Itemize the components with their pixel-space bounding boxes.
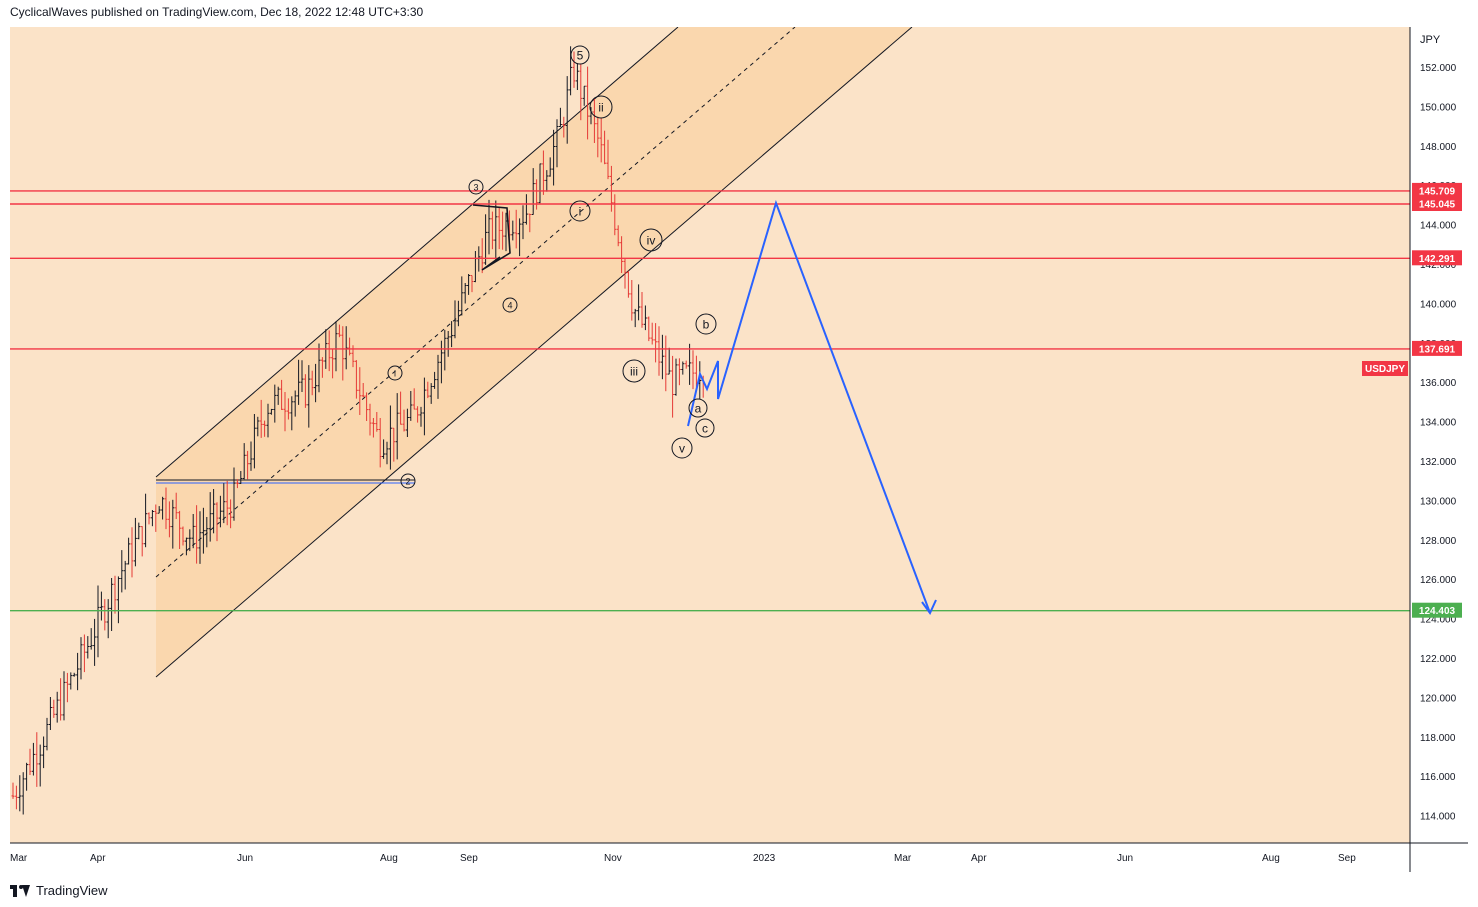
y-tick-label: 136.000 <box>1420 378 1457 389</box>
y-tick-label: 124.000 <box>1420 615 1457 626</box>
wave-label-iii: iii <box>622 359 646 383</box>
svg-text:i: i <box>579 205 582 219</box>
channel-lower-line <box>155 26 913 678</box>
price-badges: 145.709 145.045 142.291 137.691 124.403 USDJP… <box>1362 182 1462 618</box>
svg-text:b: b <box>703 318 710 332</box>
wave-label-5: 5 <box>570 45 590 65</box>
price-badge-124.403: 124.403 <box>1412 602 1462 618</box>
y-tick-label: 116.000 <box>1420 772 1456 783</box>
y-tick-label: 128.000 <box>1420 536 1457 547</box>
candle-layer <box>11 46 705 815</box>
x-tick-label: Mar <box>10 853 28 864</box>
svg-text:137.691: 137.691 <box>1419 344 1456 355</box>
wave-label-2: 2 <box>400 473 416 489</box>
x-tick-label: Jun <box>1117 853 1133 864</box>
x-tick-label: Mar <box>894 853 912 864</box>
x-tick-label: Sep <box>1338 853 1356 864</box>
svg-text:2: 2 <box>405 477 410 487</box>
publish-header: CyclicalWaves published on TradingView.c… <box>10 5 424 19</box>
currency-label: JPY <box>1420 34 1441 46</box>
y-tick-label: 142.000 <box>1420 260 1457 271</box>
price-badge-145.045: 145.045 <box>1412 196 1462 211</box>
y-tick-label: 148.000 <box>1420 142 1457 153</box>
svg-text:iii: iii <box>630 365 638 379</box>
svg-text:145.045: 145.045 <box>1419 200 1456 211</box>
svg-text:USDJPY: USDJPY <box>1365 364 1405 375</box>
svg-text:iv: iv <box>647 234 656 248</box>
svg-text:v: v <box>679 442 685 456</box>
svg-text:4: 4 <box>507 301 512 311</box>
y-tick-label: 120.000 <box>1420 693 1457 704</box>
y-tick-label: 122.000 <box>1420 654 1457 665</box>
y-tick-label: 134.000 <box>1420 418 1457 429</box>
wave-label-i: i <box>387 365 403 381</box>
time-axis[interactable]: Mar Apr Jun Aug Sep Nov 2023 Mar Apr Jun Aug Sep <box>10 853 1356 864</box>
svg-text:145.709: 145.709 <box>1419 186 1456 197</box>
wave-label-v: v <box>671 437 693 459</box>
wave-label-iv: iv <box>639 228 663 252</box>
svg-text:5: 5 <box>577 49 584 63</box>
wave-label-ii: ii <box>589 95 613 119</box>
brand-label: TradingView <box>36 882 108 898</box>
y-tick-label: 126.000 <box>1420 575 1457 586</box>
x-tick-label: Jun <box>237 853 253 864</box>
wave-label-a: a <box>688 398 708 418</box>
svg-text:i: i <box>394 369 396 379</box>
tradingview-footer[interactable]: TradingView <box>10 880 108 900</box>
x-tick-label: Apr <box>90 853 106 864</box>
y-tick-label: 144.000 <box>1420 221 1457 232</box>
y-tick-label: 152.000 <box>1420 63 1457 74</box>
svg-text:124.403: 124.403 <box>1419 606 1456 617</box>
y-tick-label: 130.000 <box>1420 496 1457 507</box>
svg-text:142.291: 142.291 <box>1419 254 1456 265</box>
x-tick-label: Aug <box>380 853 398 864</box>
y-tick-label: 140.000 <box>1420 299 1457 310</box>
y-tick-label: 132.000 <box>1420 457 1457 468</box>
projection-path[interactable] <box>687 199 931 614</box>
price-badge-145.709: 145.709 <box>1412 182 1462 198</box>
svg-text:c: c <box>702 422 708 436</box>
chart-area[interactable]: 5 3 4 2 ii i iv iii v b a c i JPY 152.000 150.000 148.… <box>10 26 1468 872</box>
wave-label-c: c <box>695 418 715 438</box>
wave-label-4: 4 <box>502 297 518 313</box>
y-tick-label: 114.000 <box>1420 812 1456 823</box>
x-tick-label: 2023 <box>753 853 776 864</box>
wave-label-3: 3 <box>468 179 484 195</box>
x-tick-label: Sep <box>460 853 478 864</box>
x-tick-label: Nov <box>604 853 622 864</box>
projection-arrowhead <box>921 599 937 615</box>
x-tick-label: Aug <box>1262 853 1280 864</box>
tradingview-logo-icon <box>10 883 30 897</box>
price-badge-137.691: 137.691 <box>1412 340 1462 356</box>
wave-label-b: b <box>695 313 717 335</box>
y-tick-label: 118.000 <box>1420 733 1456 744</box>
svg-text:3: 3 <box>473 183 478 193</box>
level-layer <box>10 190 1410 612</box>
y-tick-label: 150.000 <box>1420 102 1457 113</box>
wave-label-i: i <box>569 200 591 222</box>
svg-text:ii: ii <box>598 101 603 115</box>
svg-text:a: a <box>695 402 702 416</box>
x-tick-label: Apr <box>971 853 987 864</box>
price-axis[interactable]: 152.000150.000148.000146.000144.000142.0… <box>1420 63 1457 823</box>
price-badge-142.291: 142.291 <box>1412 250 1462 266</box>
symbol-badge[interactable]: USDJPY <box>1362 361 1408 376</box>
wave3-triangle <box>472 204 511 271</box>
channel-layer <box>155 26 913 678</box>
projection-layer <box>472 199 937 615</box>
